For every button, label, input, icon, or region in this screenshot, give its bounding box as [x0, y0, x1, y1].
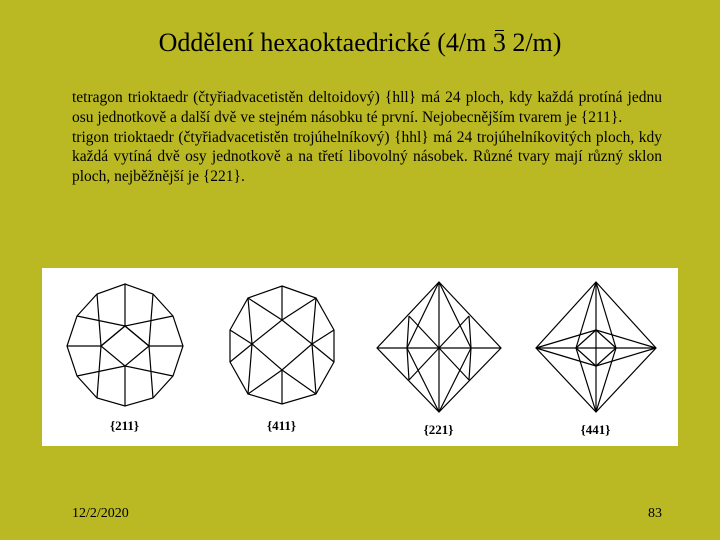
- title-suffix: 2/m): [506, 28, 562, 57]
- shape-441: [526, 276, 666, 418]
- figure-441: {441}: [526, 276, 666, 438]
- figure-label-411: {411}: [267, 418, 296, 434]
- page-title: Oddělení hexaoktaedrické (4/m 3 2/m): [0, 28, 720, 58]
- figure-label-441: {441}: [581, 422, 611, 438]
- figure-211: {211}: [55, 276, 195, 434]
- footer-date: 12/2/2020: [72, 506, 129, 522]
- body-text: tetragon trioktaedr (čtyřiadvacetistěn d…: [72, 88, 662, 187]
- paragraph-2: trigon trioktaedr (čtyřiadvacetistěn tro…: [72, 128, 662, 187]
- figure-label-211: {211}: [110, 418, 139, 434]
- figure-label-221: {221}: [424, 422, 454, 438]
- paragraph-1: tetragon trioktaedr (čtyřiadvacetistěn d…: [72, 88, 662, 128]
- shape-221: [369, 276, 509, 418]
- title-prefix: Oddělení hexaoktaedrické (4/m: [159, 28, 493, 57]
- figure-panel: {211} {411}: [42, 268, 678, 446]
- shape-211: [55, 276, 195, 414]
- shape-411: [212, 276, 352, 414]
- title-overline: 3: [493, 28, 506, 58]
- footer-page: 83: [648, 506, 662, 522]
- figure-221: {221}: [369, 276, 509, 438]
- figure-411: {411}: [212, 276, 352, 434]
